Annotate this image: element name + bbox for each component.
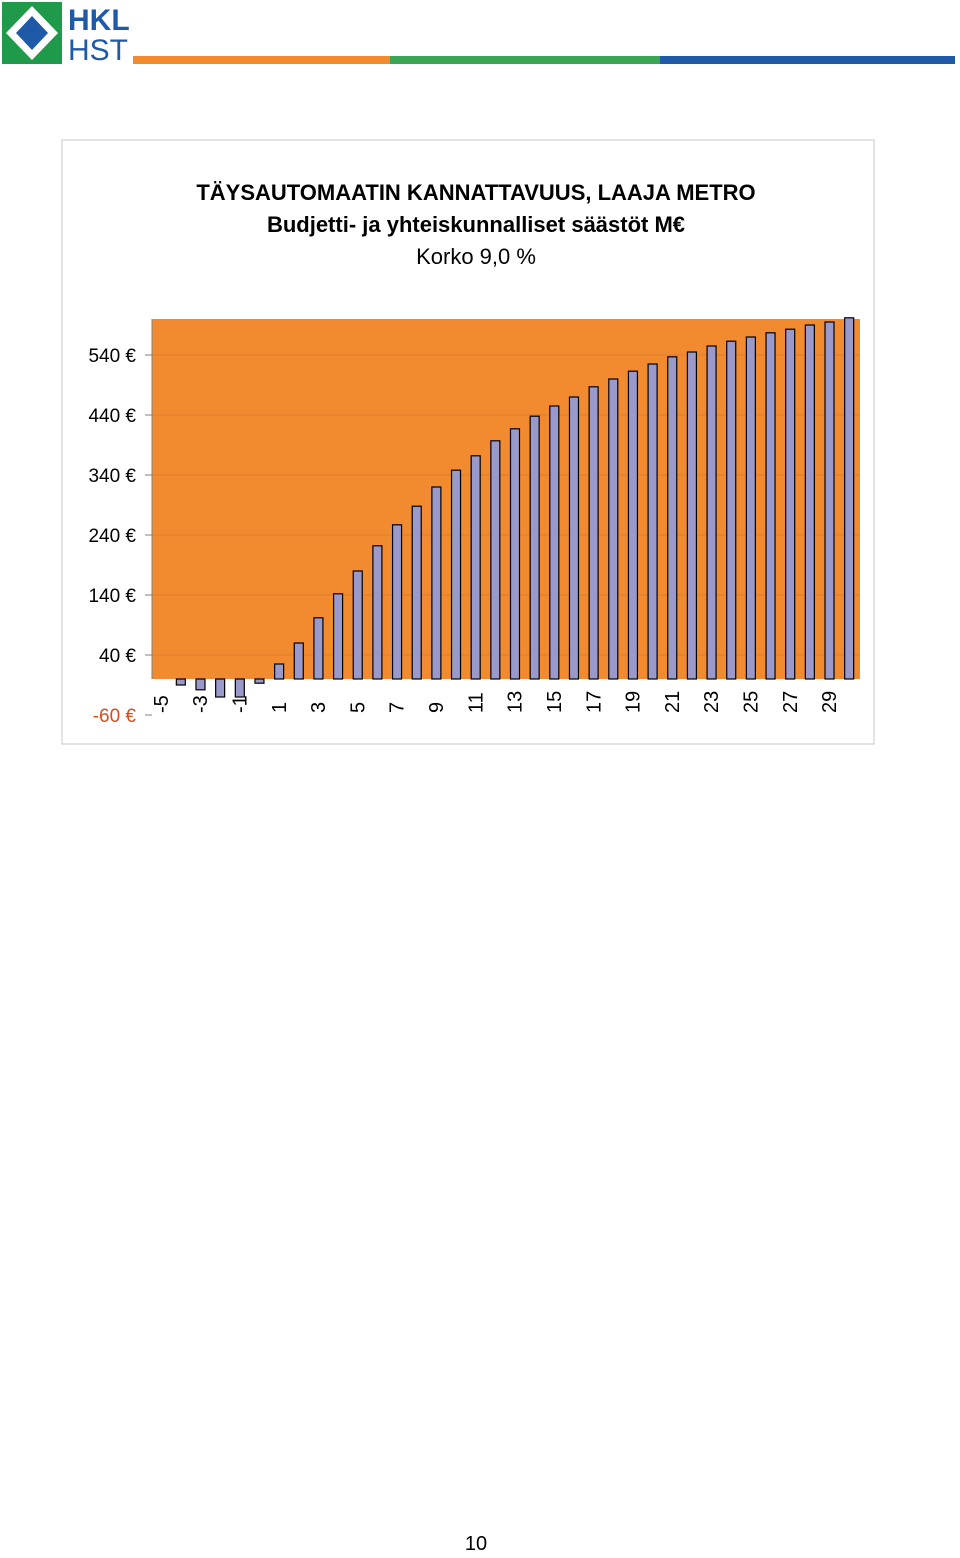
- bar: [431, 486, 442, 680]
- bar: [352, 570, 363, 680]
- plot-area: [152, 319, 860, 679]
- bar: [745, 336, 756, 680]
- x-tick-label: 9: [426, 702, 448, 713]
- bar: [175, 678, 186, 686]
- bar: [706, 345, 717, 680]
- chart-title: TÄYSAUTOMAATIN KANNATTAVUUS, LAAJA METRO: [196, 180, 755, 205]
- logo-text: HST: [68, 34, 128, 67]
- bar: [844, 317, 855, 680]
- stripe: [390, 56, 660, 64]
- x-tick-label: 27: [780, 691, 802, 713]
- x-tick-label: -3: [190, 695, 212, 713]
- x-tick-label: 1: [269, 702, 291, 713]
- bar: [411, 505, 422, 680]
- bar: [391, 524, 403, 680]
- bar: [549, 405, 560, 680]
- bar: [568, 396, 580, 680]
- y-tick-label: 240 €: [88, 526, 136, 547]
- x-tick-label: -1: [229, 695, 251, 713]
- bar: [332, 593, 344, 680]
- bar: [450, 469, 462, 680]
- bar: [274, 663, 285, 680]
- logo-text: HKL: [68, 4, 130, 37]
- bar: [293, 642, 304, 680]
- y-tick-label: 40 €: [99, 646, 136, 667]
- y-tick-label: 340 €: [88, 466, 136, 487]
- y-tick-label: 440 €: [88, 406, 136, 427]
- y-tick-label: 540 €: [88, 346, 136, 367]
- logo-inner: [16, 16, 48, 50]
- x-tick-label: 25: [741, 691, 763, 713]
- bar: [785, 328, 796, 680]
- bar: [234, 678, 245, 698]
- x-tick-label: 3: [308, 702, 330, 713]
- page-number: 10: [465, 1533, 487, 1553]
- stripe: [660, 56, 955, 64]
- chart: TÄYSAUTOMAATIN KANNATTAVUUS, LAAJA METRO…: [88, 180, 860, 727]
- x-tick-label: 13: [505, 691, 527, 713]
- x-tick-label: -5: [151, 695, 173, 713]
- bar: [313, 617, 324, 680]
- y-tick-label: 140 €: [88, 586, 136, 607]
- bar: [608, 378, 619, 680]
- x-tick-label: 23: [701, 691, 723, 713]
- bar: [254, 678, 265, 684]
- bar: [824, 321, 835, 680]
- y-tick-label: -60 €: [93, 706, 137, 727]
- x-tick-label: 15: [544, 691, 566, 713]
- x-tick-label: 29: [819, 691, 841, 713]
- bar: [667, 356, 678, 680]
- x-tick-label: 5: [347, 702, 369, 713]
- bar: [195, 678, 206, 691]
- bar: [627, 370, 639, 680]
- chart-title: Korko 9,0 %: [416, 244, 536, 269]
- bar: [804, 324, 815, 680]
- x-tick-label: 17: [583, 691, 605, 713]
- logo: HKL HST: [2, 2, 130, 67]
- bar: [726, 340, 737, 680]
- bar: [588, 386, 599, 680]
- x-tick-label: 19: [623, 691, 645, 713]
- bar: [215, 678, 226, 698]
- x-tick-label: 11: [465, 692, 487, 713]
- bar: [686, 351, 698, 680]
- bar: [372, 545, 383, 680]
- bar: [647, 363, 658, 680]
- bar: [470, 455, 481, 680]
- x-tick-label: 7: [387, 702, 409, 713]
- bar: [765, 332, 776, 680]
- x-tick-label: 21: [662, 691, 684, 713]
- chart-title: Budjetti- ja yhteiskunnalliset säästöt M…: [267, 212, 685, 237]
- bar: [509, 428, 521, 680]
- stripe: [133, 56, 390, 64]
- bar: [490, 440, 501, 680]
- bar: [529, 415, 540, 680]
